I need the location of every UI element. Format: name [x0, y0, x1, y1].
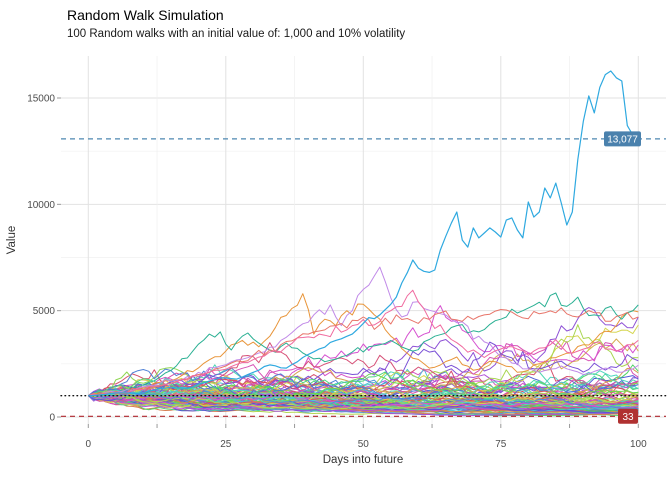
min-final-label-text: 33 [622, 412, 634, 423]
walk-line [88, 391, 639, 415]
highlight-walk-line [88, 70, 639, 397]
x-tick-label: 25 [220, 439, 232, 450]
x-tick-label: 50 [358, 439, 370, 450]
x-tick-label: 0 [86, 439, 92, 450]
walk-line [88, 367, 639, 412]
annotation-labels: 13,077 33 [604, 131, 641, 424]
min-final-label-box [618, 408, 638, 424]
max-walk-line [88, 70, 639, 397]
teal-walk [88, 292, 639, 397]
orange-walk [88, 293, 639, 397]
walk-line [88, 391, 639, 409]
max-final-label-box [604, 131, 641, 147]
y-tick-label: 15000 [27, 93, 55, 104]
reference-lines [60, 138, 667, 417]
y-tick-label: 5000 [33, 306, 56, 317]
walk-line [88, 390, 639, 409]
chart-title: Random Walk Simulation [67, 7, 224, 23]
axis-ticks [57, 97, 639, 428]
max-final-label-text: 13,077 [607, 134, 638, 145]
walk-line [88, 394, 639, 414]
walk-line [88, 390, 639, 410]
walk-line [88, 387, 639, 412]
x-tick-label: 100 [630, 439, 647, 450]
walk-line [87, 388, 639, 412]
y-axis-title: Value [6, 226, 18, 255]
x-tick-label: 75 [495, 439, 507, 450]
walk-line [88, 395, 639, 413]
gridlines [61, 56, 666, 424]
tick-labels: 0 25 50 75 100 0 5000 10000 15000 [27, 93, 647, 450]
random-walk-lines [87, 266, 639, 417]
chart-subtitle: 100 Random walks with an initial value o… [67, 28, 406, 40]
pink-walk [88, 289, 639, 397]
y-tick-label: 0 [49, 413, 55, 424]
walk-line [88, 371, 639, 408]
walk-line [88, 391, 639, 406]
x-axis-title: Days into future [323, 454, 404, 466]
y-tick-label: 10000 [27, 200, 55, 211]
